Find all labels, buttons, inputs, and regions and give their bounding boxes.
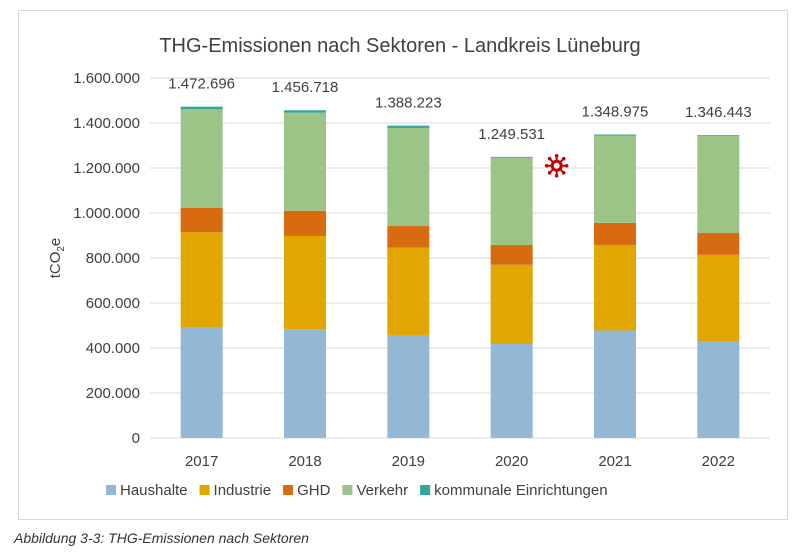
stacked-bar-chart: THG-Emissionen nach Sektoren - Landkreis… [47,35,770,499]
y-tick-label: 600.000 [86,295,140,312]
chart-title: THG-Emissionen nach Sektoren - Landkreis… [159,35,640,57]
x-tick-label: 2019 [392,453,425,470]
x-tick-label: 2022 [702,453,735,470]
bar-segment [490,156,533,158]
bar-total-label: 1.472.696 [168,76,235,93]
figure-caption: Abbildung 3-3: THG-Emissionen nach Sekto… [14,530,309,546]
virus-icon [544,153,569,178]
y-tick-label: 1.200.000 [73,160,140,177]
bar-segment [697,135,740,136]
bar-segment [180,327,223,438]
bar-segment [697,135,740,234]
legend-label: Haushalte [120,482,188,499]
x-tick-label: 2017 [185,453,218,470]
legend-swatch [420,485,431,495]
bar-segment [697,341,740,438]
bar-segment [697,233,740,255]
bar-segment [387,127,430,227]
y-tick-label: 1.000.000 [73,205,140,222]
bar-segment [284,210,326,236]
y-tick-label: 400.000 [86,340,140,357]
bar-segment [387,334,430,438]
bar-segment [490,157,533,245]
bar-segment [594,330,636,438]
bar-total-label: 1.456.718 [272,79,339,96]
bar-segment [284,112,326,211]
bar-segment [697,254,740,342]
y-tick-label: 1.600.000 [73,70,140,87]
legend-label: kommunale Einrichtungen [434,482,607,499]
bar-segment [387,125,430,128]
y-tick-label: 0 [132,430,140,447]
y-tick-label: 800.000 [86,250,140,267]
x-tick-label: 2021 [598,453,631,470]
bar-segment [284,329,326,438]
bar-total-label: 1.249.531 [478,126,545,143]
bar-segment [180,106,223,110]
bar-segment [387,247,430,335]
legend-swatch [199,485,210,495]
y-tick-label: 1.400.000 [73,115,140,132]
bar-segment [594,134,636,136]
bar-total-label: 1.348.975 [582,103,649,120]
bar-segment [490,244,533,265]
legend-label: Verkehr [356,482,408,499]
y-tick-label: 200.000 [86,385,140,402]
bar-total-label: 1.388.223 [375,95,442,112]
y-axis-label: tCO2e [47,238,67,279]
legend-swatch [342,485,353,495]
bar-segment [490,343,533,438]
x-tick-label: 2020 [495,453,528,470]
bar-segment [180,207,223,233]
bar-segment [490,264,533,344]
bar-segment [594,135,636,223]
bar-total-label: 1.346.443 [685,104,752,121]
bar-segment [284,235,326,330]
x-tick-label: 2018 [288,453,321,470]
bar-segment [594,222,636,245]
bar-segment [594,244,636,331]
legend-swatch [106,485,116,495]
bar-segment [180,232,223,328]
bar-segment [284,110,326,113]
legend-label: GHD [297,482,331,499]
bar-segment [180,109,223,208]
legend-swatch [283,485,294,495]
bar-segment [387,226,430,248]
legend-label: Industrie [214,482,272,499]
